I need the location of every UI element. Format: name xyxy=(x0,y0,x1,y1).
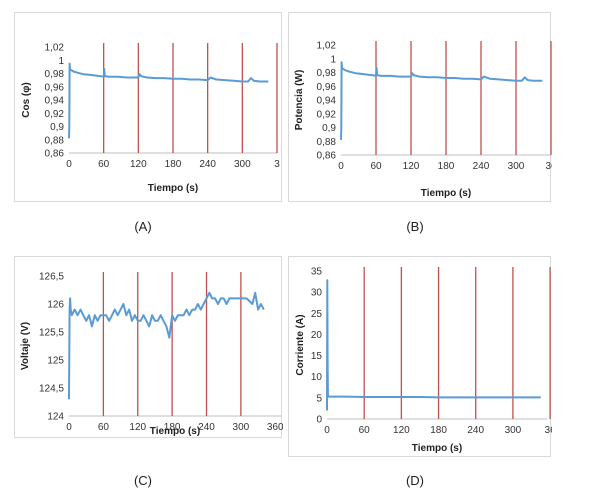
x-tick-label: 180 xyxy=(165,159,182,170)
y-tick-label: 0,9 xyxy=(322,123,336,134)
x-tick-label: 240 xyxy=(467,425,484,436)
x-tick-label: 0 xyxy=(66,422,72,433)
x-tick-label: 0 xyxy=(338,161,344,172)
caption-c: (C) xyxy=(133,473,153,488)
x-tick-label: 60 xyxy=(359,425,371,436)
caption-b: (B) xyxy=(406,219,424,234)
x-axis-label: Tiempo (s) xyxy=(412,443,462,454)
chart-panel-c: 124 124,5 125 125,5 126 126,5 0 60 120 180 240 300 3… xyxy=(14,256,283,438)
y-tick-label: 0,92 xyxy=(317,109,337,120)
y-tick-label: 0,98 xyxy=(317,68,337,79)
chart-c-svg: 124 124,5 125 125,5 126 126,5 0 60 120 180 240 300 3… xyxy=(20,272,283,438)
x-tick-label: 180 xyxy=(164,422,181,433)
x-axis-label: Tiempo (s) xyxy=(421,188,471,199)
x-tick-label: 240 xyxy=(473,161,490,172)
x-tick-label: 36 xyxy=(545,425,552,436)
chart-panel-a: 0,86 0,88 0,9 0,92 0,94 0,96 0,98 1 1,02 0 60 120 18… xyxy=(14,12,282,202)
y-tick-label: 10 xyxy=(311,372,323,383)
x-tick-label: 60 xyxy=(98,159,110,170)
y-tick-label: 20 xyxy=(311,330,323,341)
y-tick-label: 35 xyxy=(311,267,323,278)
x-tick-label: 120 xyxy=(393,425,410,436)
x-tick-label: 120 xyxy=(403,161,420,172)
x-tick-label: 0 xyxy=(66,159,72,170)
series-line xyxy=(326,279,541,411)
y-tick-label: 0 xyxy=(316,415,322,426)
x-tick-label: 360 xyxy=(267,422,283,433)
y-tick-label: 0,94 xyxy=(45,96,65,107)
chart-panel-b: 0,86 0,88 0,9 0,92 0,94 0,96 0,98 1 1,02 0 60 120 18… xyxy=(288,12,552,202)
x-tick-label: 300 xyxy=(505,425,522,436)
x-tick-label: 300 xyxy=(508,161,525,172)
y-tick-label: 0,88 xyxy=(317,137,337,148)
y-tick-label: 125 xyxy=(47,356,64,367)
y-tick-label: 1,02 xyxy=(317,41,337,52)
y-tick-label: 0,96 xyxy=(45,82,65,93)
y-tick-label: 0,86 xyxy=(317,151,337,162)
y-tick-label: 0,86 xyxy=(45,149,65,160)
y-tick-label: 124 xyxy=(47,412,64,423)
y-axis-label: Voltaje (V) xyxy=(20,322,31,370)
x-tick-label: 240 xyxy=(198,422,215,433)
y-tick-label: 124,5 xyxy=(39,384,64,395)
y-tick-label: 0,98 xyxy=(45,69,65,80)
y-tick-label: 0,96 xyxy=(317,82,337,93)
y-tick-label: 1,02 xyxy=(45,43,65,54)
x-tick-label: 180 xyxy=(438,161,455,172)
x-tick-label: 60 xyxy=(370,161,382,172)
y-tick-label: 5 xyxy=(316,393,322,404)
caption-a: (A) xyxy=(134,219,152,234)
y-axis-label: Cos (φ) xyxy=(21,82,32,117)
y-tick-label: 25 xyxy=(311,309,323,320)
chart-d-svg: 0 5 10 15 20 25 30 35 0 60 120 180 240 300 36 Corriente… xyxy=(295,267,552,455)
x-tick-label: 240 xyxy=(199,159,216,170)
series-line xyxy=(340,61,543,140)
y-tick-label: 0,94 xyxy=(317,96,337,107)
series-line xyxy=(68,62,269,139)
y-tick-label: 0,92 xyxy=(45,109,65,120)
x-tick-label: 300 xyxy=(233,422,250,433)
y-tick-label: 30 xyxy=(311,288,323,299)
x-tick-label: 3 xyxy=(274,159,280,170)
chart-b-svg: 0,86 0,88 0,9 0,92 0,94 0,96 0,98 1 1,02 0 60 120 18… xyxy=(294,41,552,200)
x-tick-label: 120 xyxy=(130,159,147,170)
y-tick-label: 15 xyxy=(311,351,323,362)
y-tick-label: 0,88 xyxy=(45,135,65,146)
chart-panel-d: 0 5 10 15 20 25 30 35 0 60 120 180 240 300 36 Corriente… xyxy=(288,256,552,457)
x-tick-label: 0 xyxy=(324,425,330,436)
x-axis-label: Tiempo (s) xyxy=(150,426,200,437)
y-tick-label: 0,9 xyxy=(50,122,64,133)
y-tick-label: 126,5 xyxy=(39,272,64,283)
chart-a-svg: 0,86 0,88 0,9 0,92 0,94 0,96 0,98 1 1,02 0 60 120 18… xyxy=(21,43,280,195)
x-tick-label: 60 xyxy=(98,422,110,433)
x-tick-label: 300 xyxy=(234,159,251,170)
y-tick-label: 1 xyxy=(58,56,64,67)
y-axis-label: Corriente (A) xyxy=(295,314,306,375)
y-tick-label: 125,5 xyxy=(39,328,64,339)
x-tick-label: 120 xyxy=(129,422,146,433)
x-tick-label: 36 xyxy=(545,161,552,172)
x-axis-label: Tiempo (s) xyxy=(148,183,198,194)
series-line xyxy=(68,291,265,400)
y-tick-label: 1 xyxy=(330,54,336,65)
x-tick-label: 180 xyxy=(430,425,447,436)
y-axis-label: Potencia (W) xyxy=(294,70,305,131)
caption-d: (D) xyxy=(405,473,425,488)
y-tick-label: 126 xyxy=(47,300,64,311)
